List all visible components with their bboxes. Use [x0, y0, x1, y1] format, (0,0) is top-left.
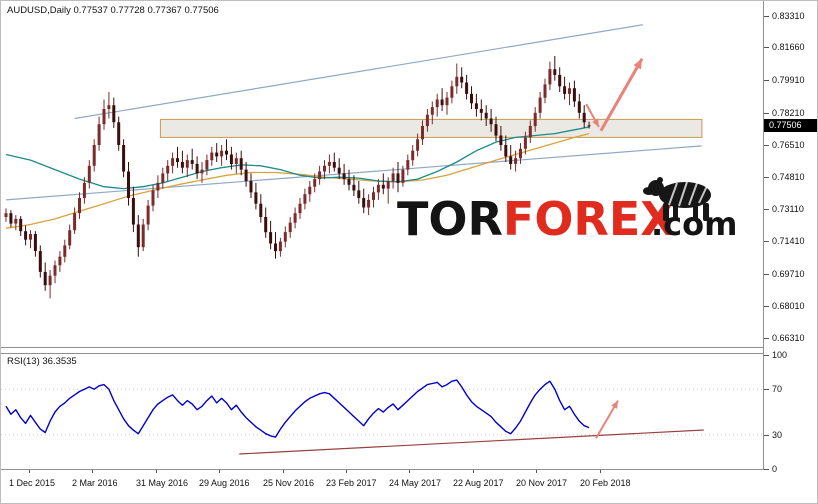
price-axis-label: 0.76510 [772, 140, 805, 150]
price-axis-label: 0.71410 [772, 236, 805, 246]
rsi-axis-label: 100 [772, 350, 788, 360]
time-axis-tick [29, 470, 30, 473]
time-axis[interactable]: 1 Dec 2015 2 Mar 2016 31 May 2016 29 Aug 20… [1, 470, 763, 498]
rsi-line [5, 379, 590, 438]
time-axis-tick [473, 470, 474, 473]
rsi-indicator-label: RSI(13) 36.3535 [7, 356, 77, 367]
price-axis-label: 0.66310 [772, 333, 805, 343]
rsi-axis-label: 30 [772, 430, 783, 440]
price-axis-tick [764, 47, 769, 48]
price-axis-tick [764, 145, 769, 146]
panel-separator-top[interactable] [1, 347, 763, 348]
watermark-tor: TOR [397, 192, 503, 246]
rsi-trendline [239, 429, 704, 455]
time-axis-label: 23 Feb 2017 [326, 478, 377, 488]
watermark-text: TORFOREX [397, 192, 676, 246]
axis-border [763, 1, 764, 470]
time-axis-label: 1 Dec 2015 [9, 478, 56, 488]
rsi-chart[interactable] [1, 353, 763, 469]
rsi-bottom-border [1, 469, 763, 470]
forecast-arrow-down [585, 103, 600, 128]
watermark-logo: TORFOREX .com [397, 177, 737, 246]
price-axis-tick [764, 306, 769, 307]
time-axis-label: 24 May 2017 [389, 478, 442, 488]
time-axis-label: 22 Aug 2017 [453, 478, 504, 488]
forecast-arrow-up [599, 58, 644, 132]
price-axis[interactable]: 0.83310 0.81660 0.79910 0.78210 0.76510 0.748… [764, 1, 817, 347]
rsi-forecast-arrow [595, 400, 619, 439]
rsi-axis-tick [764, 389, 769, 390]
symbol-ohlc-label: AUDUSD,Daily 0.77537 0.77728 0.77367 0.7… [7, 5, 219, 16]
price-axis-label: 0.81660 [772, 42, 805, 52]
rsi-axis-label: 0 [772, 464, 778, 474]
rsi-axis[interactable]: 100 70 30 0 [764, 350, 817, 474]
rsi-axis-tick [764, 435, 769, 436]
channel-upper-line [74, 24, 644, 120]
time-axis-label: 29 Aug 2016 [199, 478, 250, 488]
candles-group [4, 56, 591, 299]
price-axis-tick [764, 274, 769, 275]
time-axis-tick [283, 470, 284, 473]
time-axis-label: 20 Nov 2017 [516, 478, 568, 488]
channel-lower-line [5, 145, 702, 201]
rsi-axis-tick [764, 469, 769, 470]
price-axis-label: 0.74810 [772, 172, 805, 182]
price-axis-label: 0.68010 [772, 301, 805, 311]
current-price-tag: 0.77506 [764, 119, 817, 132]
price-axis-tick [764, 113, 769, 114]
price-axis-label: 0.73110 [772, 204, 804, 214]
price-axis-label: 0.78210 [772, 108, 805, 118]
ma-orange-line [5, 132, 590, 229]
time-axis-tick [346, 470, 347, 473]
time-axis-tick [92, 470, 93, 473]
price-axis-label: 0.69710 [772, 269, 805, 279]
rsi-axis-tick [764, 355, 769, 356]
price-axis-label: 0.79910 [772, 75, 805, 85]
price-axis-tick [764, 177, 769, 178]
time-axis-tick [409, 470, 410, 473]
time-axis-tick [156, 470, 157, 473]
watermark-forex: FOREX [503, 192, 676, 246]
time-axis-label: 31 May 2016 [136, 478, 189, 488]
resistance-zone [159, 118, 703, 138]
price-axis-tick [764, 241, 769, 242]
price-axis-tick [764, 338, 769, 339]
price-axis-tick [764, 16, 769, 17]
time-axis-tick [600, 470, 601, 473]
price-axis-tick [764, 209, 769, 210]
panel-separator-bottom[interactable] [1, 353, 763, 354]
main-chart[interactable]: TORFOREX .com [1, 1, 763, 347]
price-axis-label: 0.83310 [772, 11, 805, 21]
time-axis-tick [219, 470, 220, 473]
time-axis-tick [536, 470, 537, 473]
time-axis-label: 25 Nov 2016 [263, 478, 315, 488]
bear-icon [643, 177, 711, 221]
price-axis-tick [764, 80, 769, 81]
rsi-axis-label: 70 [772, 384, 783, 394]
time-axis-label: 20 Feb 2018 [580, 478, 631, 488]
ma-teal-line [5, 126, 590, 190]
time-axis-label: 2 Mar 2016 [72, 478, 118, 488]
